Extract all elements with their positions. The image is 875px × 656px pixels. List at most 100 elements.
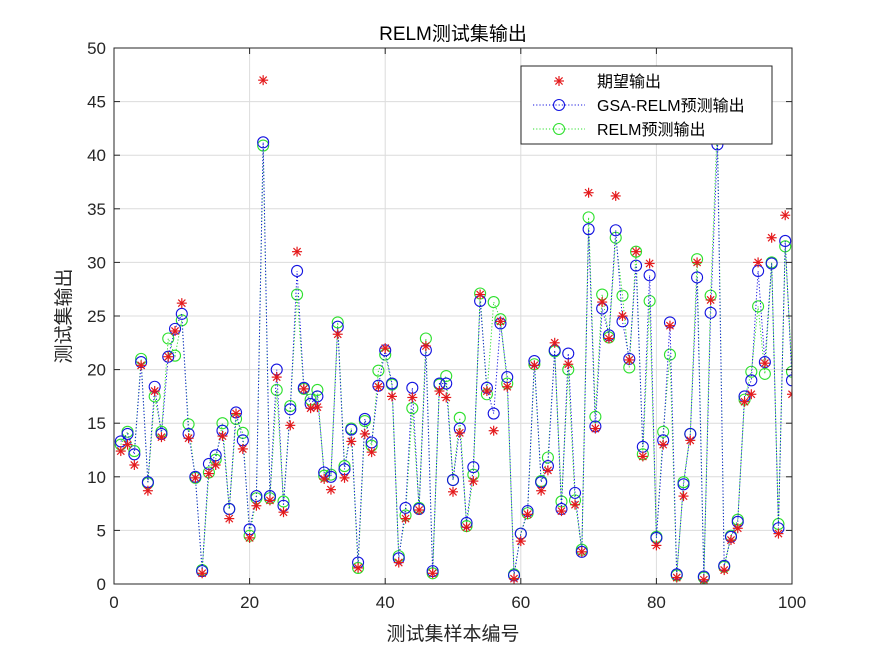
data-point: [278, 507, 289, 518]
data-point: [704, 306, 717, 319]
data-point: [556, 506, 567, 517]
data-point: [529, 360, 540, 371]
data-point: [657, 425, 670, 438]
y-tick-label: 45: [87, 93, 106, 112]
data-point: [373, 381, 384, 392]
data-point: [664, 320, 675, 331]
x-tick-label: 20: [240, 593, 259, 612]
data-point: [190, 472, 201, 483]
data-point: [522, 509, 533, 520]
data-point: [414, 505, 425, 516]
data-point: [752, 300, 765, 313]
data-point: [609, 224, 622, 237]
y-tick-label: 25: [87, 307, 106, 326]
series-line: [120, 142, 792, 577]
data-point: [663, 348, 677, 361]
legend-label: 期望输出: [597, 73, 661, 91]
data-point: [352, 561, 365, 574]
data-point: [231, 408, 242, 419]
data-point: [251, 500, 262, 511]
data-point: [366, 447, 377, 458]
data-point: [677, 478, 690, 491]
legend-marker: [552, 98, 566, 112]
data-point: [264, 495, 275, 506]
data-point: [197, 568, 208, 579]
data-point: [643, 269, 656, 282]
axis-ticks: 0 20 40 60 80 100 0 5 10 15 20 25 30 35 40 45 50: [87, 39, 806, 612]
legend-item: RELM预测输出: [533, 121, 705, 139]
data-point: [542, 465, 553, 476]
data-point: [583, 187, 594, 198]
data-point: [292, 246, 303, 257]
data-point: [549, 337, 560, 348]
data-point: [454, 427, 465, 438]
data-point: [128, 445, 141, 458]
data-point: [785, 365, 792, 378]
data-point: [780, 210, 791, 221]
data-point: [182, 418, 195, 431]
data-point: [461, 522, 472, 533]
data-point: [678, 491, 689, 502]
data-point: [563, 359, 574, 370]
data-point: [671, 572, 682, 583]
data-point: [284, 403, 297, 416]
data-point: [739, 396, 750, 407]
y-tick-label: 35: [87, 200, 106, 219]
data-point: [630, 245, 643, 258]
data-point: [115, 446, 126, 457]
data-point: [122, 439, 133, 450]
data-point: [346, 436, 357, 447]
data-point: [475, 289, 486, 300]
y-tick-label: 50: [87, 39, 106, 58]
data-point: [448, 486, 458, 497]
data-point: [651, 540, 662, 551]
data-point: [210, 460, 221, 471]
series-0: [115, 75, 792, 584]
data-point: [176, 298, 187, 309]
data-point: [385, 377, 399, 390]
data-point: [324, 470, 338, 483]
data-point: [270, 383, 283, 397]
data-point: [291, 288, 304, 301]
data-point: [582, 223, 595, 236]
series-1: [114, 136, 792, 583]
data-point: [258, 75, 269, 86]
data-point: [400, 513, 411, 524]
data-point: [575, 545, 588, 558]
data-point: [785, 374, 792, 387]
legend-label: GSA-RELM预测输出: [597, 97, 745, 115]
data-point: [488, 425, 499, 436]
data-point: [271, 372, 282, 383]
y-axis-label: 测试集输出: [53, 268, 75, 363]
data-point: [129, 460, 140, 471]
data-point: [277, 495, 290, 508]
data-point: [136, 360, 147, 371]
data-point: [468, 476, 479, 487]
data-point: [779, 234, 792, 248]
data-point: [162, 332, 175, 345]
data-point: [758, 367, 771, 380]
data-point: [746, 389, 757, 400]
data-point: [441, 392, 452, 403]
data-point: [311, 383, 324, 397]
data-point: [590, 423, 601, 434]
data-point: [753, 257, 764, 268]
data-point: [224, 513, 235, 524]
data-point: [339, 472, 350, 483]
data-point: [345, 423, 358, 436]
legend: 期望输出 GSA-RELM预测输出 RELM预测输出: [520, 65, 773, 145]
legend-item: GSA-RELM预测输出: [533, 97, 745, 115]
data-point: [203, 468, 214, 479]
data-point: [787, 389, 792, 400]
data-point: [406, 402, 419, 415]
data-point: [481, 386, 492, 397]
series-layer: [114, 75, 792, 584]
data-point: [487, 407, 500, 420]
data-point: [487, 296, 500, 309]
data-point: [319, 473, 330, 484]
data-point: [765, 257, 778, 270]
data-point: [570, 499, 581, 510]
data-point: [509, 573, 520, 584]
data-point: [427, 568, 438, 579]
data-point: [142, 485, 153, 496]
